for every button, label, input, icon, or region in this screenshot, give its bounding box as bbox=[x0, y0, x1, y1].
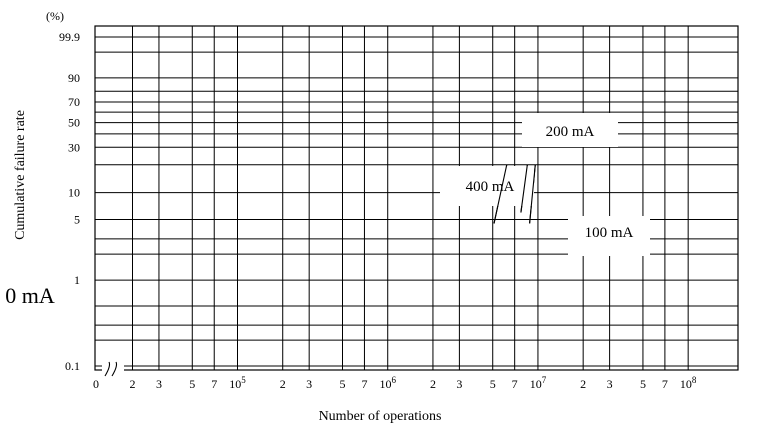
series-label: 200 mA bbox=[546, 124, 595, 140]
tick-labels: 0 2 3 5 7 105 2 3 5 7 106 2 3 5 7 107 2 3 5 7 10899.99070503… bbox=[59, 30, 697, 391]
x-tick-label: 7 bbox=[211, 377, 217, 391]
plot-frame bbox=[94, 25, 739, 371]
series-line-overlay bbox=[520, 164, 528, 213]
series-line-overlay bbox=[493, 164, 508, 224]
y-tick-label: 5 bbox=[74, 212, 80, 226]
label-backdrop bbox=[440, 166, 534, 206]
label-backdrop bbox=[568, 216, 650, 256]
x-tick-label: 7 bbox=[361, 377, 367, 391]
y-tick-label: 0.1 bbox=[65, 359, 80, 373]
y-unit-label: (%) bbox=[46, 9, 64, 23]
grid-lines bbox=[95, 26, 738, 370]
y-tick-label: 1 bbox=[74, 273, 80, 287]
annotation-labels: 200 mA 400 mA 100 mA bbox=[440, 113, 650, 256]
x-tick-label: 5 bbox=[340, 377, 346, 391]
axis-break-icon bbox=[102, 361, 124, 377]
y-tick-label: 50 bbox=[68, 116, 80, 130]
y-tick-label: 90 bbox=[68, 71, 80, 85]
x-tick-label: 105 bbox=[229, 375, 246, 391]
y-tick-label: 99.9 bbox=[59, 30, 80, 44]
x-tick-label: 5 bbox=[189, 377, 195, 391]
x-tick-label: 2 bbox=[280, 377, 286, 391]
x-tick-label: 3 bbox=[456, 377, 462, 391]
x-tick-label: 5 bbox=[490, 377, 496, 391]
x-axis-title: Number of operations bbox=[319, 409, 442, 424]
series-line-overlay bbox=[529, 164, 536, 224]
y-axis-title: Cumulative failure rate bbox=[13, 110, 28, 240]
x-tick-label: 106 bbox=[379, 375, 396, 391]
x-tick-label: 2 bbox=[580, 377, 586, 391]
y-tick-label: 70 bbox=[68, 95, 80, 109]
y-tick-label: 30 bbox=[68, 140, 80, 154]
label-backdrop bbox=[522, 113, 618, 147]
x-tick-label: 3 bbox=[306, 377, 312, 391]
x-tick-label: 2 bbox=[430, 377, 436, 391]
series-label: 100 mA bbox=[585, 225, 634, 241]
x-tick-label: 3 bbox=[607, 377, 613, 391]
x-tick-label: 108 bbox=[680, 375, 697, 391]
y-tick-label: 10 bbox=[68, 186, 80, 200]
series-label: 400 mA bbox=[466, 179, 515, 195]
x-tick-label: 7 bbox=[512, 377, 518, 391]
stray-text: 0 mA bbox=[5, 283, 55, 308]
x-tick-label: 7 bbox=[662, 377, 668, 391]
x-tick-label: 0 bbox=[93, 377, 99, 391]
x-tick-label: 2 bbox=[130, 377, 136, 391]
x-tick-label: 3 bbox=[156, 377, 162, 391]
x-tick-label: 5 bbox=[640, 377, 646, 391]
x-tick-label: 107 bbox=[530, 375, 547, 391]
